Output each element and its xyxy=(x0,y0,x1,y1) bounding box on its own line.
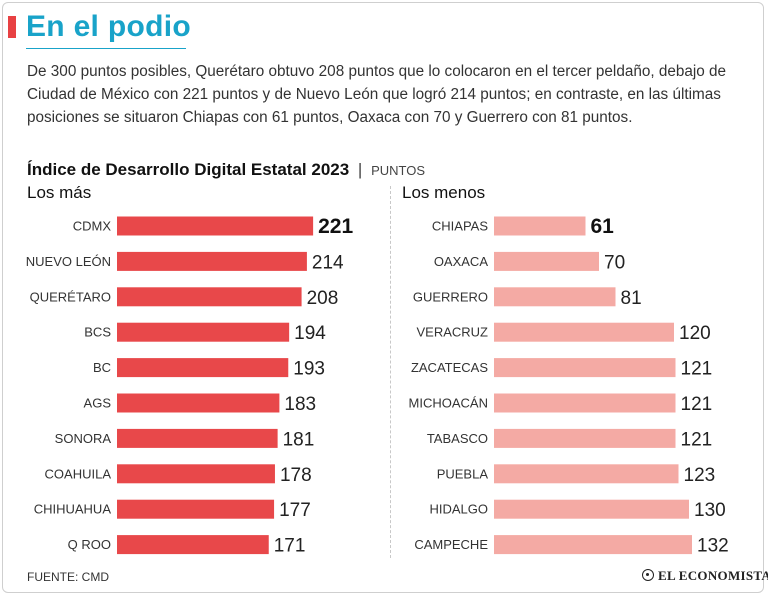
top-value-label: 194 xyxy=(294,323,326,344)
top-value-label: 193 xyxy=(293,359,325,380)
bottom-value-label: 132 xyxy=(697,536,729,557)
top-value-label: 214 xyxy=(312,252,344,273)
bottom-bar xyxy=(494,393,676,413)
top-bar xyxy=(117,251,307,271)
chart-title: Índice de Desarrollo Digital Estatal 202… xyxy=(27,160,425,180)
bottom-bar xyxy=(494,464,679,484)
bottom-category-label: CHIAPAS xyxy=(432,219,488,234)
bottom-category-label: OAXACA xyxy=(434,254,489,269)
bottom-value-label: 130 xyxy=(694,500,726,521)
top-bar xyxy=(117,464,275,484)
bottom-value-label: 120 xyxy=(679,323,711,344)
top-category-label: NUEVO LEÓN xyxy=(26,254,111,269)
top-bar xyxy=(117,216,314,236)
top-bar xyxy=(117,393,280,413)
top-value-label: 181 xyxy=(283,429,315,450)
top-category-label: BCS xyxy=(84,325,111,340)
group-title-bottom: Los menos xyxy=(402,183,486,202)
top-value-label: 177 xyxy=(279,500,311,521)
logo-mark-icon xyxy=(642,569,654,581)
headline-accent-bar xyxy=(8,16,16,38)
publisher-logo: EL ECONOMISTA xyxy=(642,568,768,584)
source-note: FUENTE: CMD xyxy=(27,570,109,584)
bottom-bar xyxy=(494,322,674,342)
top-category-label: COAHUILA xyxy=(45,466,112,481)
bottom-bar xyxy=(494,428,676,448)
bottom-category-label: HIDALGO xyxy=(429,502,488,517)
top-bar xyxy=(117,358,289,378)
chart-title-text: Índice de Desarrollo Digital Estatal 202… xyxy=(27,160,350,179)
bottom-value-label: 123 xyxy=(684,465,716,486)
top-category-label: SONORA xyxy=(55,431,112,446)
top-category-label: CDMX xyxy=(73,219,112,234)
bottom-value-label: 81 xyxy=(621,288,642,309)
top-category-label: CHIHUAHUA xyxy=(34,502,112,517)
top-bar xyxy=(117,499,275,519)
bottom-category-label: MICHOACÁN xyxy=(409,396,488,411)
top-category-label: QUERÉTARO xyxy=(30,289,111,304)
top-value-label: 183 xyxy=(284,394,316,415)
bottom-value-label: 121 xyxy=(681,394,713,415)
bottom-value-label: 61 xyxy=(591,215,615,238)
top-bar xyxy=(117,287,302,307)
bottom-bar xyxy=(494,535,692,555)
group-title-top: Los más xyxy=(27,183,92,202)
top-value-label: 221 xyxy=(318,215,353,238)
chart-title-separator: | xyxy=(357,160,363,179)
panel-divider xyxy=(390,186,391,558)
headline-underline xyxy=(26,48,186,49)
bottom-bar xyxy=(494,251,599,271)
chart-unit: PUNTOS xyxy=(371,163,426,178)
bottom-category-label: TABASCO xyxy=(427,431,488,446)
top-bar xyxy=(117,322,290,342)
bottom-bar xyxy=(494,499,689,519)
bottom-bar xyxy=(494,216,586,236)
top-bar xyxy=(117,428,278,448)
top-value-label: 208 xyxy=(307,288,339,309)
bottom-bar xyxy=(494,287,616,307)
top-category-label: AGS xyxy=(84,396,112,411)
top-category-label: Q ROO xyxy=(68,537,111,552)
top-value-label: 171 xyxy=(274,536,306,557)
bottom-value-label: 70 xyxy=(604,252,625,273)
top-bar xyxy=(117,535,269,555)
bottom-category-label: CAMPECHE xyxy=(414,537,488,552)
top-category-label: BC xyxy=(93,360,111,375)
logo-text: EL ECONOMISTA xyxy=(658,568,768,583)
headline: En el podio xyxy=(26,10,191,43)
bottom-value-label: 121 xyxy=(681,359,713,380)
bottom-value-label: 121 xyxy=(681,429,713,450)
bottom-category-label: PUEBLA xyxy=(437,466,489,481)
bottom-category-label: ZACATECAS xyxy=(411,360,488,375)
bottom-category-label: GUERRERO xyxy=(413,289,488,304)
bottom-category-label: VERACRUZ xyxy=(416,325,488,340)
intro-paragraph: De 300 puntos posibles, Querétaro obtuvo… xyxy=(27,63,727,126)
top-value-label: 178 xyxy=(280,465,312,486)
bottom-bar xyxy=(494,358,676,378)
